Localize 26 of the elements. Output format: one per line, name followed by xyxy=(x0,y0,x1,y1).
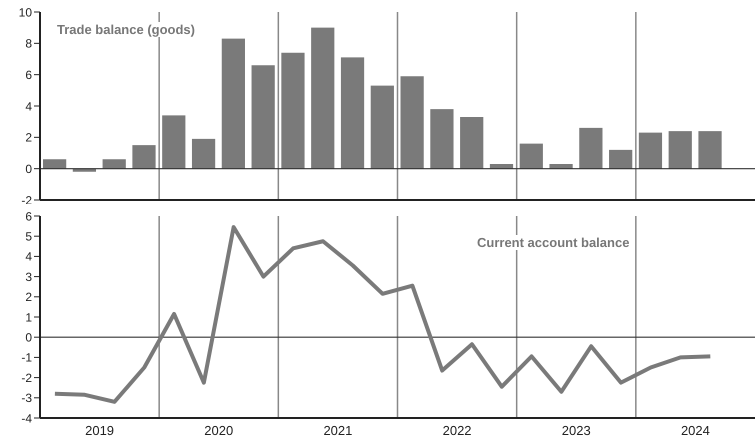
y-tick-label: 5 xyxy=(25,229,32,244)
y-tick-label: 1 xyxy=(25,310,32,324)
text: Trade balance (goods) xyxy=(54,22,198,37)
x-tick-label: 2023 xyxy=(562,423,591,438)
y-tick-label: -2 xyxy=(21,370,32,385)
y-tick-label: -4 xyxy=(21,411,32,426)
y-tick-label: -3 xyxy=(21,391,32,406)
y-tick-label: 6 xyxy=(25,68,32,82)
x-tick-label: 2022 xyxy=(442,423,472,438)
y-tick-label: 6 xyxy=(25,209,32,224)
y-tick-label: 8 xyxy=(25,36,32,51)
y-tick-label: 4 xyxy=(25,99,32,114)
text: Current account balance xyxy=(474,235,632,250)
y-tick-label: 10 xyxy=(18,5,32,20)
x-tick-label: 2020 xyxy=(204,423,234,438)
y-tick-label: -2 xyxy=(21,193,32,208)
y-tick-label: 2 xyxy=(25,290,32,304)
y-tick-label: 4 xyxy=(25,250,32,264)
x-tick-label: 2019 xyxy=(85,423,114,438)
y-tick-label: 0 xyxy=(25,162,32,176)
x-tick-label: 2024 xyxy=(680,423,710,438)
y-tick-label: -1 xyxy=(21,350,32,365)
y-tick-label: 3 xyxy=(25,270,32,284)
y-tick-label: 0 xyxy=(25,330,32,344)
x-tick-label: 2021 xyxy=(323,423,352,438)
y-tick-label: 2 xyxy=(25,130,32,145)
